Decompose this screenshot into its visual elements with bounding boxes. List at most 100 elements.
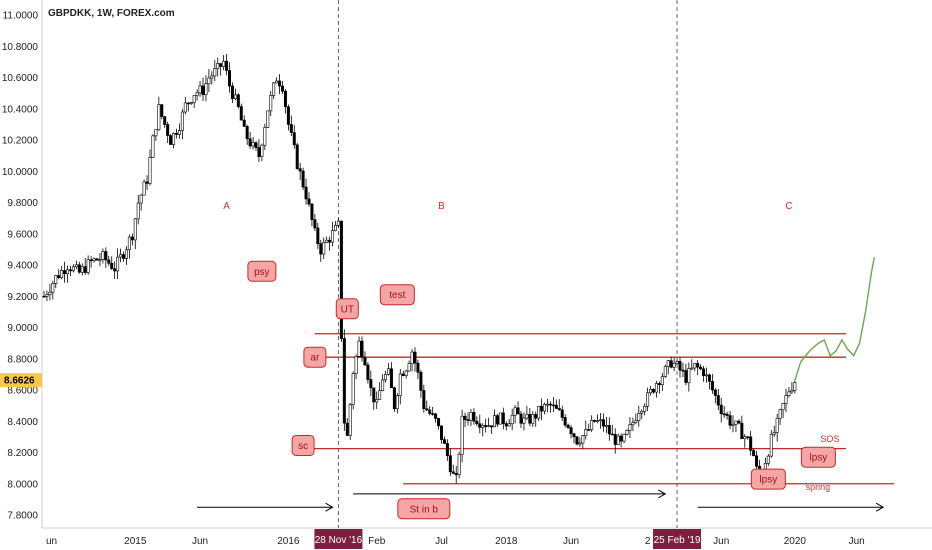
callout-test[interactable]: test xyxy=(379,284,415,306)
candle-body xyxy=(766,455,770,464)
callout-ar[interactable]: ar xyxy=(303,346,327,368)
callout-psy[interactable]: psy xyxy=(247,260,277,282)
candle-body xyxy=(160,104,164,117)
callout-sc[interactable]: sc xyxy=(291,434,315,456)
x-tick-label: 2015 xyxy=(124,536,147,547)
candle-body xyxy=(213,68,217,77)
candle-body xyxy=(80,266,84,273)
candle-body xyxy=(504,423,508,427)
arrow-head xyxy=(875,502,885,512)
y-tick-label: 10.0000 xyxy=(2,167,39,178)
forecast-path xyxy=(794,257,875,381)
candle-body xyxy=(451,471,455,474)
candle-body xyxy=(522,417,526,424)
callout-box xyxy=(247,260,277,282)
callout-lpsy[interactable]: lpsy xyxy=(800,446,836,468)
y-tick-label: 8.6000 xyxy=(7,386,38,397)
candle-body xyxy=(651,389,655,393)
candle-body xyxy=(107,259,111,264)
wave-label: C xyxy=(785,201,792,212)
callout-ut[interactable]: UT xyxy=(335,298,359,320)
x-tick-label: 2018 xyxy=(495,536,518,547)
x-tick-label: Jul xyxy=(435,536,448,547)
candle-body xyxy=(286,106,290,125)
candle-body xyxy=(722,413,726,416)
candle-body xyxy=(554,404,558,409)
candle-body xyxy=(663,366,667,377)
y-tick-label: 8.2000 xyxy=(7,448,38,459)
candle-body xyxy=(551,404,555,407)
candle-body xyxy=(248,138,252,147)
y-tick-label: 10.8000 xyxy=(2,42,39,53)
candle-body xyxy=(772,432,776,435)
x-tick-label: 2 xyxy=(645,536,651,547)
candle-body xyxy=(177,130,181,135)
candle-body xyxy=(516,407,520,415)
candle-body xyxy=(375,399,379,403)
candle-body xyxy=(693,363,697,369)
candle-body xyxy=(687,368,691,383)
candle-body xyxy=(254,142,258,148)
candle-body xyxy=(101,251,105,260)
x-tick-label: Feb xyxy=(368,536,386,547)
candle-body xyxy=(613,434,617,445)
candle-body xyxy=(581,435,585,444)
last-price-tag: 8.6626 xyxy=(0,373,42,388)
candle-body xyxy=(469,412,473,421)
candle-body xyxy=(336,220,340,226)
candle-body xyxy=(45,294,49,297)
candle-body xyxy=(183,102,187,113)
candle-body xyxy=(95,258,99,261)
candle-body xyxy=(596,420,600,422)
candle-body xyxy=(198,85,202,94)
candle-body xyxy=(740,422,744,440)
candle-body xyxy=(395,395,399,410)
candle-body xyxy=(431,413,435,415)
callout-label: psy xyxy=(254,267,270,278)
price-axis-panel[interactable] xyxy=(0,0,42,550)
candle-body xyxy=(678,361,682,371)
candle-body xyxy=(139,194,143,204)
candle-body xyxy=(331,230,335,243)
candle-body xyxy=(637,413,641,421)
candle-body xyxy=(490,425,494,428)
candle-body xyxy=(333,224,337,231)
point-labels: SOS spring xyxy=(806,434,840,492)
candle-body xyxy=(119,254,123,258)
y-tick-label: 11.0000 xyxy=(3,11,39,22)
candle-body xyxy=(699,366,703,370)
callout-lpsy[interactable]: lpsy xyxy=(750,468,786,490)
candle-body xyxy=(398,373,402,396)
callout-label: St in b xyxy=(410,504,439,515)
candle-body xyxy=(260,144,264,157)
price-axis: 11.0000 10.8000 10.6000 10.4000 10.2000 10.00… xyxy=(2,11,39,522)
callout-annotations[interactable]: psy UT test ar sc St in b lpsy lpsy xyxy=(247,260,836,520)
y-tick-label: 8.0000 xyxy=(7,479,38,490)
candle-body xyxy=(634,420,638,423)
candle-body xyxy=(519,413,523,424)
point-label: SOS xyxy=(820,434,839,444)
candle-body xyxy=(457,454,461,476)
candle-body xyxy=(669,360,673,368)
candle-body xyxy=(66,269,70,275)
candle-body xyxy=(672,362,676,368)
callout-box xyxy=(397,498,451,520)
candle-body xyxy=(307,198,311,205)
candle-body xyxy=(292,132,296,146)
candle-body xyxy=(728,415,732,426)
date-flag: 25 Feb '19 xyxy=(653,529,702,549)
candle-body xyxy=(136,202,140,220)
last-price-value: 8.6626 xyxy=(4,376,35,387)
candle-body xyxy=(654,383,658,393)
candle-body xyxy=(89,259,93,262)
candle-body xyxy=(216,63,220,70)
candle-body xyxy=(428,409,432,414)
candle-body xyxy=(543,404,547,412)
candle-body xyxy=(127,236,131,251)
candle-body xyxy=(416,362,420,373)
candle-body xyxy=(239,106,243,121)
callout-st-in-b[interactable]: St in b xyxy=(397,498,451,520)
callout-box xyxy=(750,468,786,490)
x-tick-label: 2016 xyxy=(277,536,300,547)
